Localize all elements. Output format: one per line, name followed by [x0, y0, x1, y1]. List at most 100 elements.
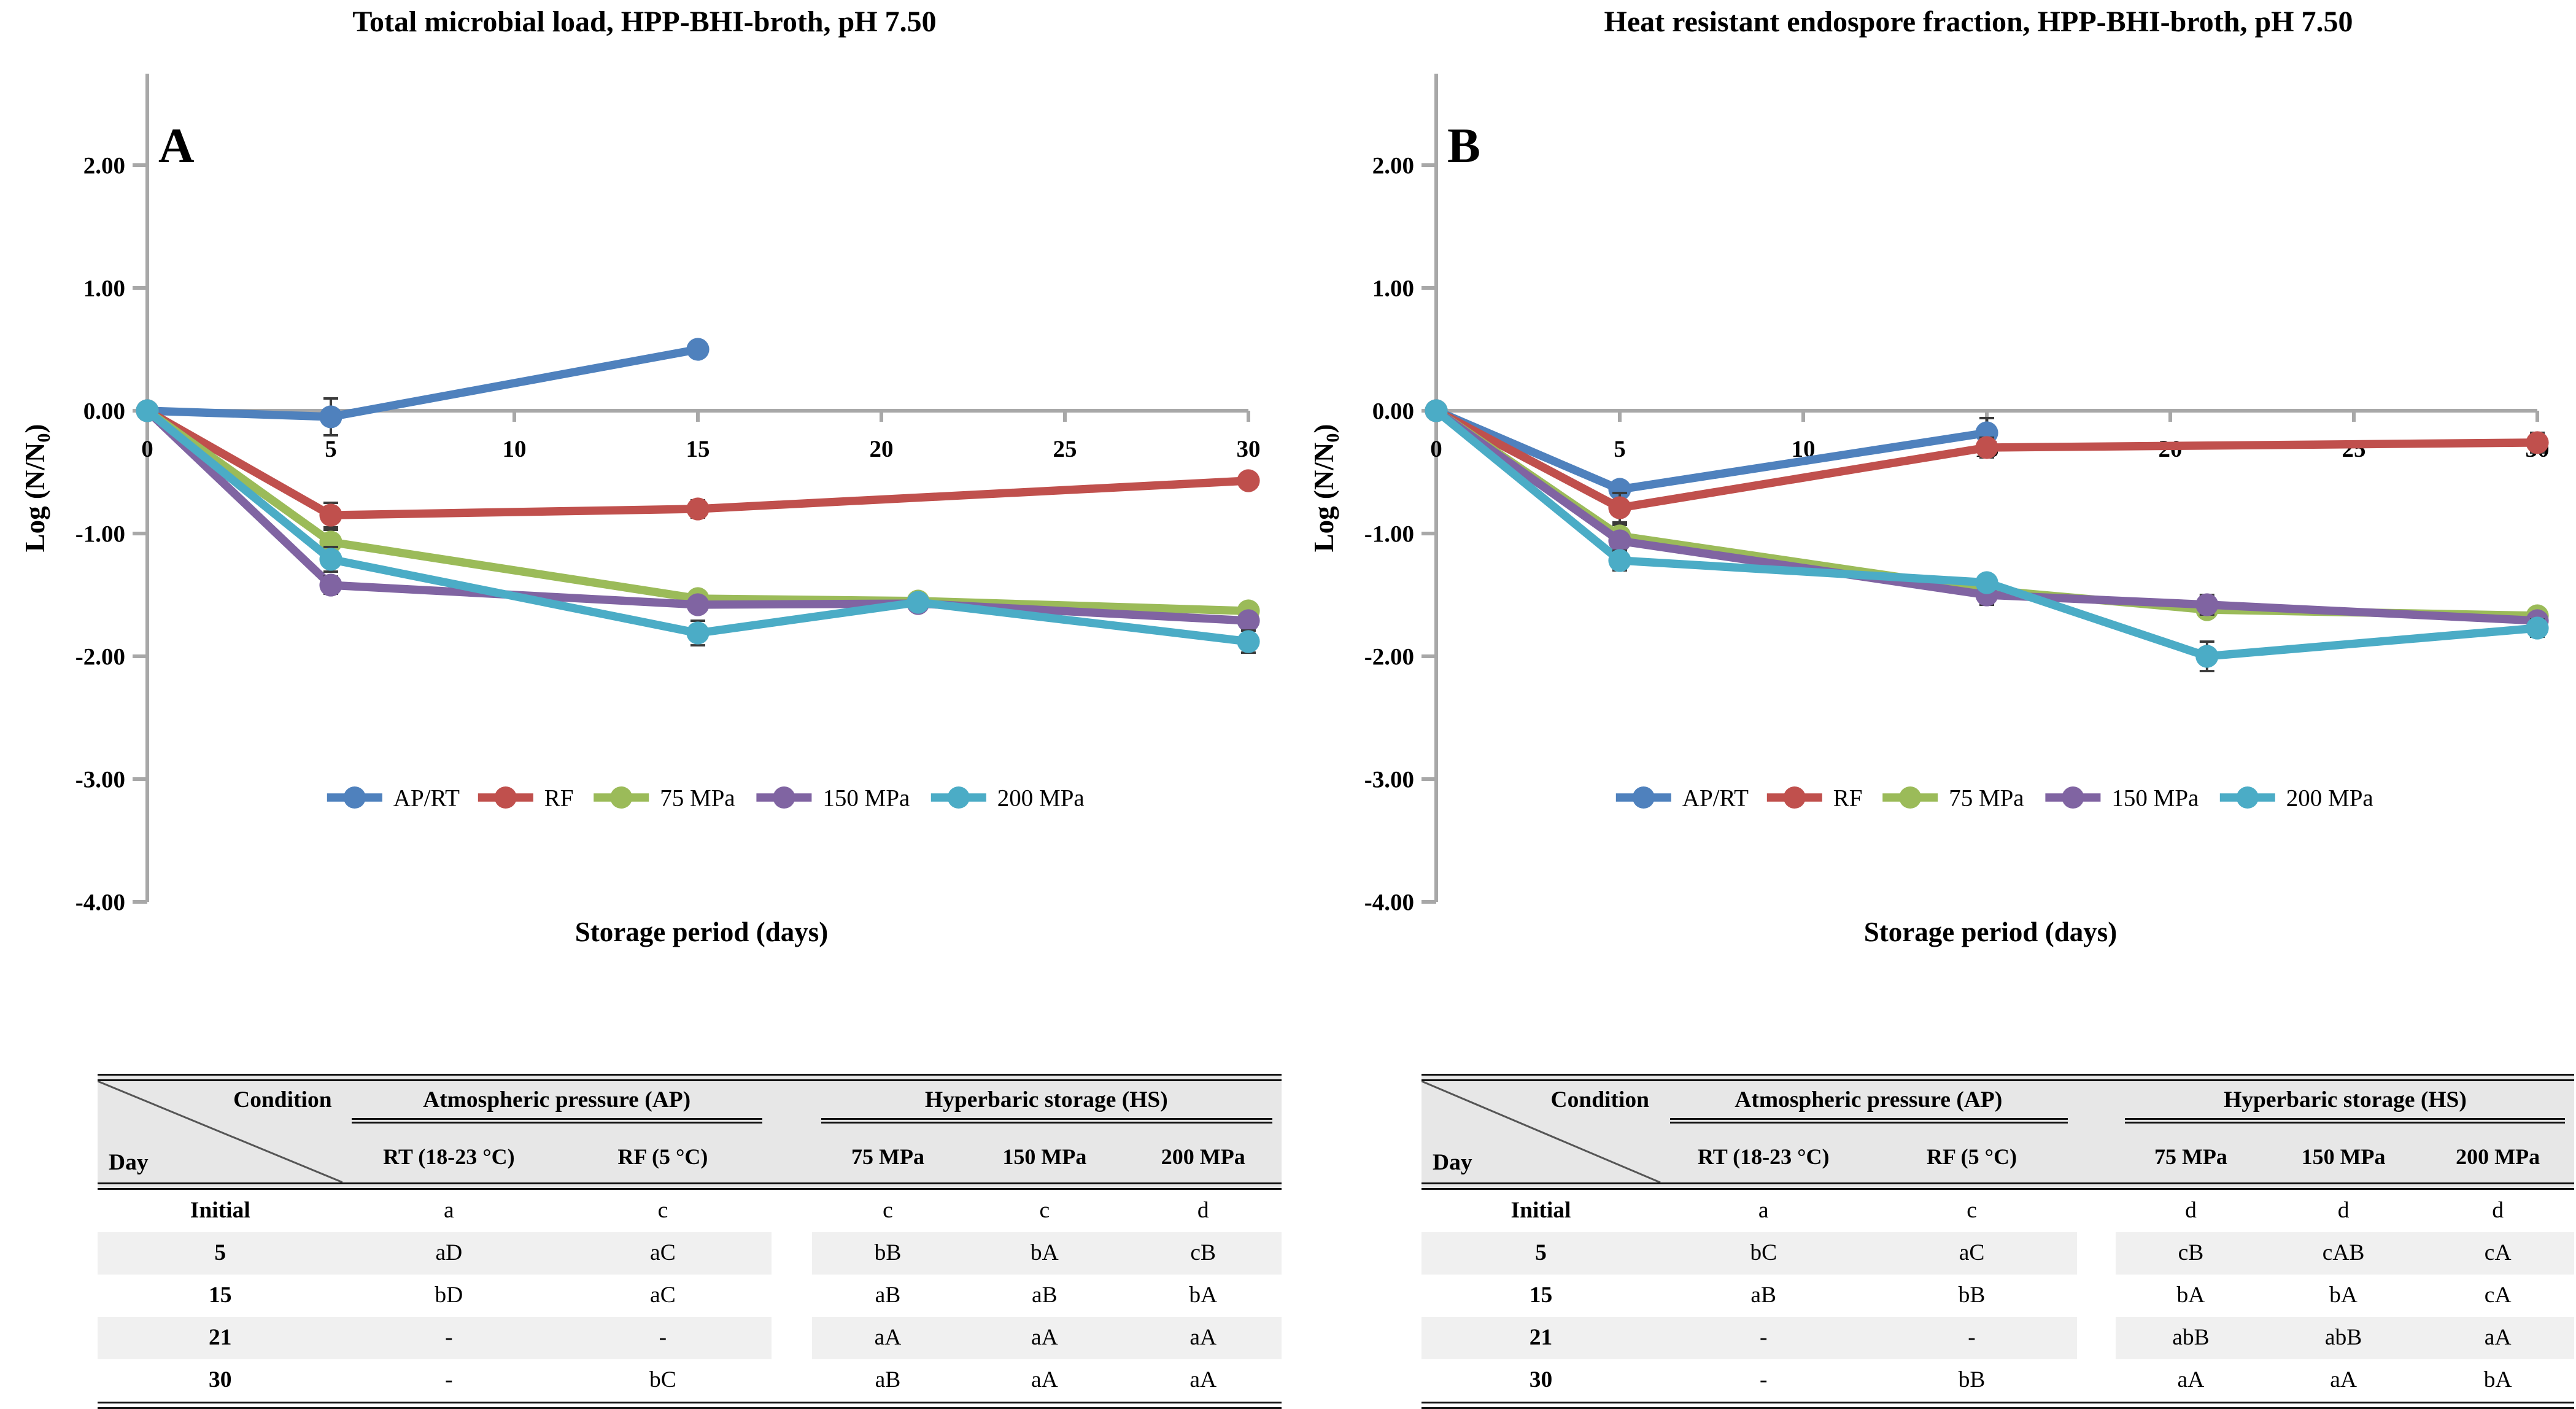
column-gap — [2077, 1317, 2116, 1359]
table-corner-cell: Condition Day — [98, 1081, 343, 1182]
legend-label: 200 MPa — [997, 785, 1085, 812]
legend-marker-icon — [494, 786, 517, 809]
legend-marker-icon — [1899, 786, 1922, 809]
y-tick-label: 1.00 — [1372, 275, 1414, 301]
column-header: 75 MPa — [851, 1143, 924, 1169]
legend-marker-icon — [773, 786, 795, 809]
column-gap — [2077, 1275, 2116, 1317]
corner-condition-label: Condition — [1550, 1087, 1650, 1112]
y-tick-label: -4.00 — [75, 890, 125, 916]
table-cell: bB — [1958, 1282, 1986, 1308]
table-cell: d — [2337, 1197, 2350, 1223]
table-body: Initial a c d d d 5 bC aC cB cAB cA 15 aB bB bA bA cA 21- -… — [1421, 1190, 2574, 1409]
column-group-header: Hyperbaric storage (HS) — [811, 1081, 1282, 1131]
table-cell: - — [555, 1317, 771, 1359]
chart-a-title: Total microbial load, HPP-BHI-broth, pH … — [352, 7, 937, 39]
column-gap — [771, 1190, 811, 1232]
table-cell: c — [657, 1197, 668, 1223]
legend-label: RF — [1833, 785, 1863, 812]
data-point — [136, 399, 159, 422]
table-cell: c — [1039, 1197, 1050, 1223]
table-row: 5 aD aC bB bA cB — [98, 1232, 1282, 1275]
data-point — [1975, 436, 1998, 459]
table-cell: abB — [2116, 1317, 2265, 1359]
column-group-label: Hyperbaric storage (HS) — [820, 1081, 1272, 1124]
table-cell: c — [1967, 1197, 1977, 1223]
chart-panel-b: Heat resistant endospore fraction, HPP-B… — [1289, 0, 2576, 1065]
legend-item: RF — [478, 785, 574, 812]
series-rf — [136, 399, 1260, 529]
table-cell: bA — [964, 1232, 1125, 1275]
diagonal-line — [1421, 1081, 1660, 1182]
table-row: 5 bC aC cB cAB cA — [1421, 1232, 2574, 1275]
legend-marker-icon — [2236, 786, 2259, 809]
legend-label: RF — [544, 785, 574, 812]
table-cell: aC — [1866, 1232, 2077, 1275]
data-point — [1608, 549, 1631, 572]
chart-b: B2.001.000.00-1.00-2.00-3.00-4.000510152… — [1309, 74, 2550, 947]
legend-item: 200 MPa — [930, 785, 1085, 812]
table-cell: cB — [2116, 1232, 2265, 1275]
legend: AP/RT RF 75 MPa 150 MPa 200 MPa — [1615, 785, 2373, 812]
table-cell: aC — [650, 1282, 676, 1308]
y-tick-label: 2.00 — [83, 152, 125, 179]
table-cell: bB — [811, 1232, 965, 1275]
data-point — [319, 503, 342, 527]
chart-a: A 2.00 1.00 0.00 -1.00 -2.00 -3.00 -4.00 0 5 10 15 2… — [20, 74, 1261, 947]
table-cell: - — [1660, 1317, 1867, 1359]
column-header: RF (5 °C) — [617, 1143, 708, 1169]
legend-label: 150 MPa — [2111, 785, 2199, 812]
table-row: Initial a c c c d — [98, 1190, 1282, 1232]
legend-marker-icon — [947, 786, 970, 809]
table-row: 21- - aA aA aA — [98, 1317, 1282, 1359]
table-row: 21- - abB abB aA — [1421, 1317, 2574, 1359]
column-gap — [2077, 1232, 2116, 1275]
table-cell: aD — [342, 1232, 555, 1275]
data-point — [1608, 529, 1631, 553]
series-rf — [1425, 399, 2549, 524]
x-axis-title: Storage period (days) — [1864, 917, 2117, 947]
column-gap — [771, 1232, 811, 1275]
table-cell: bA — [2329, 1282, 2357, 1308]
table-cell: cAB — [2265, 1232, 2422, 1275]
table-cell: aA — [1031, 1367, 1058, 1392]
column-gap — [2077, 1190, 2116, 1232]
stats-table-a: Condition Day Atmospheric pressure (AP) Hyp… — [98, 1074, 1282, 1409]
table-cell: aA — [1189, 1367, 1217, 1392]
column-group-header: Atmospheric pressure (AP) — [1660, 1081, 2077, 1131]
column-header: 200 MPa — [2456, 1143, 2540, 1169]
data-point — [2526, 616, 2549, 640]
table-cell: d — [1197, 1197, 1209, 1223]
column-gap — [771, 1317, 811, 1359]
y-tick-label: -2.00 — [75, 644, 125, 670]
legend-marker-icon — [1632, 786, 1655, 809]
table-cell: aB — [875, 1282, 901, 1308]
data-point — [319, 573, 342, 597]
corner-day-label: Day — [109, 1149, 149, 1175]
legend-label: 75 MPa — [660, 785, 735, 812]
legend-label: 75 MPa — [1949, 785, 2024, 812]
table-cell: bC — [649, 1367, 676, 1392]
data-point — [1237, 630, 1260, 653]
table-cell: bA — [2176, 1282, 2205, 1308]
table-body: Initial a c c c d 5 aD aC bB bA cB 15 bD aC aB aB bA 21- - a… — [98, 1190, 1282, 1409]
data-point — [1608, 496, 1631, 519]
table-cell: c — [883, 1197, 893, 1223]
data-point — [2195, 645, 2219, 668]
table-cell: aC — [555, 1232, 771, 1275]
row-label: 21 — [1421, 1317, 1661, 1359]
data-point — [1237, 469, 1260, 492]
table-cell: abB — [2265, 1317, 2422, 1359]
series-ap-rt — [136, 338, 710, 437]
table-cell: d — [2492, 1197, 2504, 1223]
data-point — [686, 621, 710, 645]
x-tick-label: 25 — [1053, 436, 1077, 462]
corner-day-label: Day — [1433, 1149, 1472, 1175]
data-point — [1237, 609, 1260, 632]
x-tick-label: 25 — [2342, 436, 2366, 462]
y-tick-label: -1.00 — [1364, 521, 1414, 548]
chart-panel-a: Total microbial load, HPP-BHI-broth, pH … — [0, 0, 1289, 1065]
corner-condition-label: Condition — [233, 1087, 332, 1112]
legend-item: 200 MPa — [2219, 785, 2373, 812]
